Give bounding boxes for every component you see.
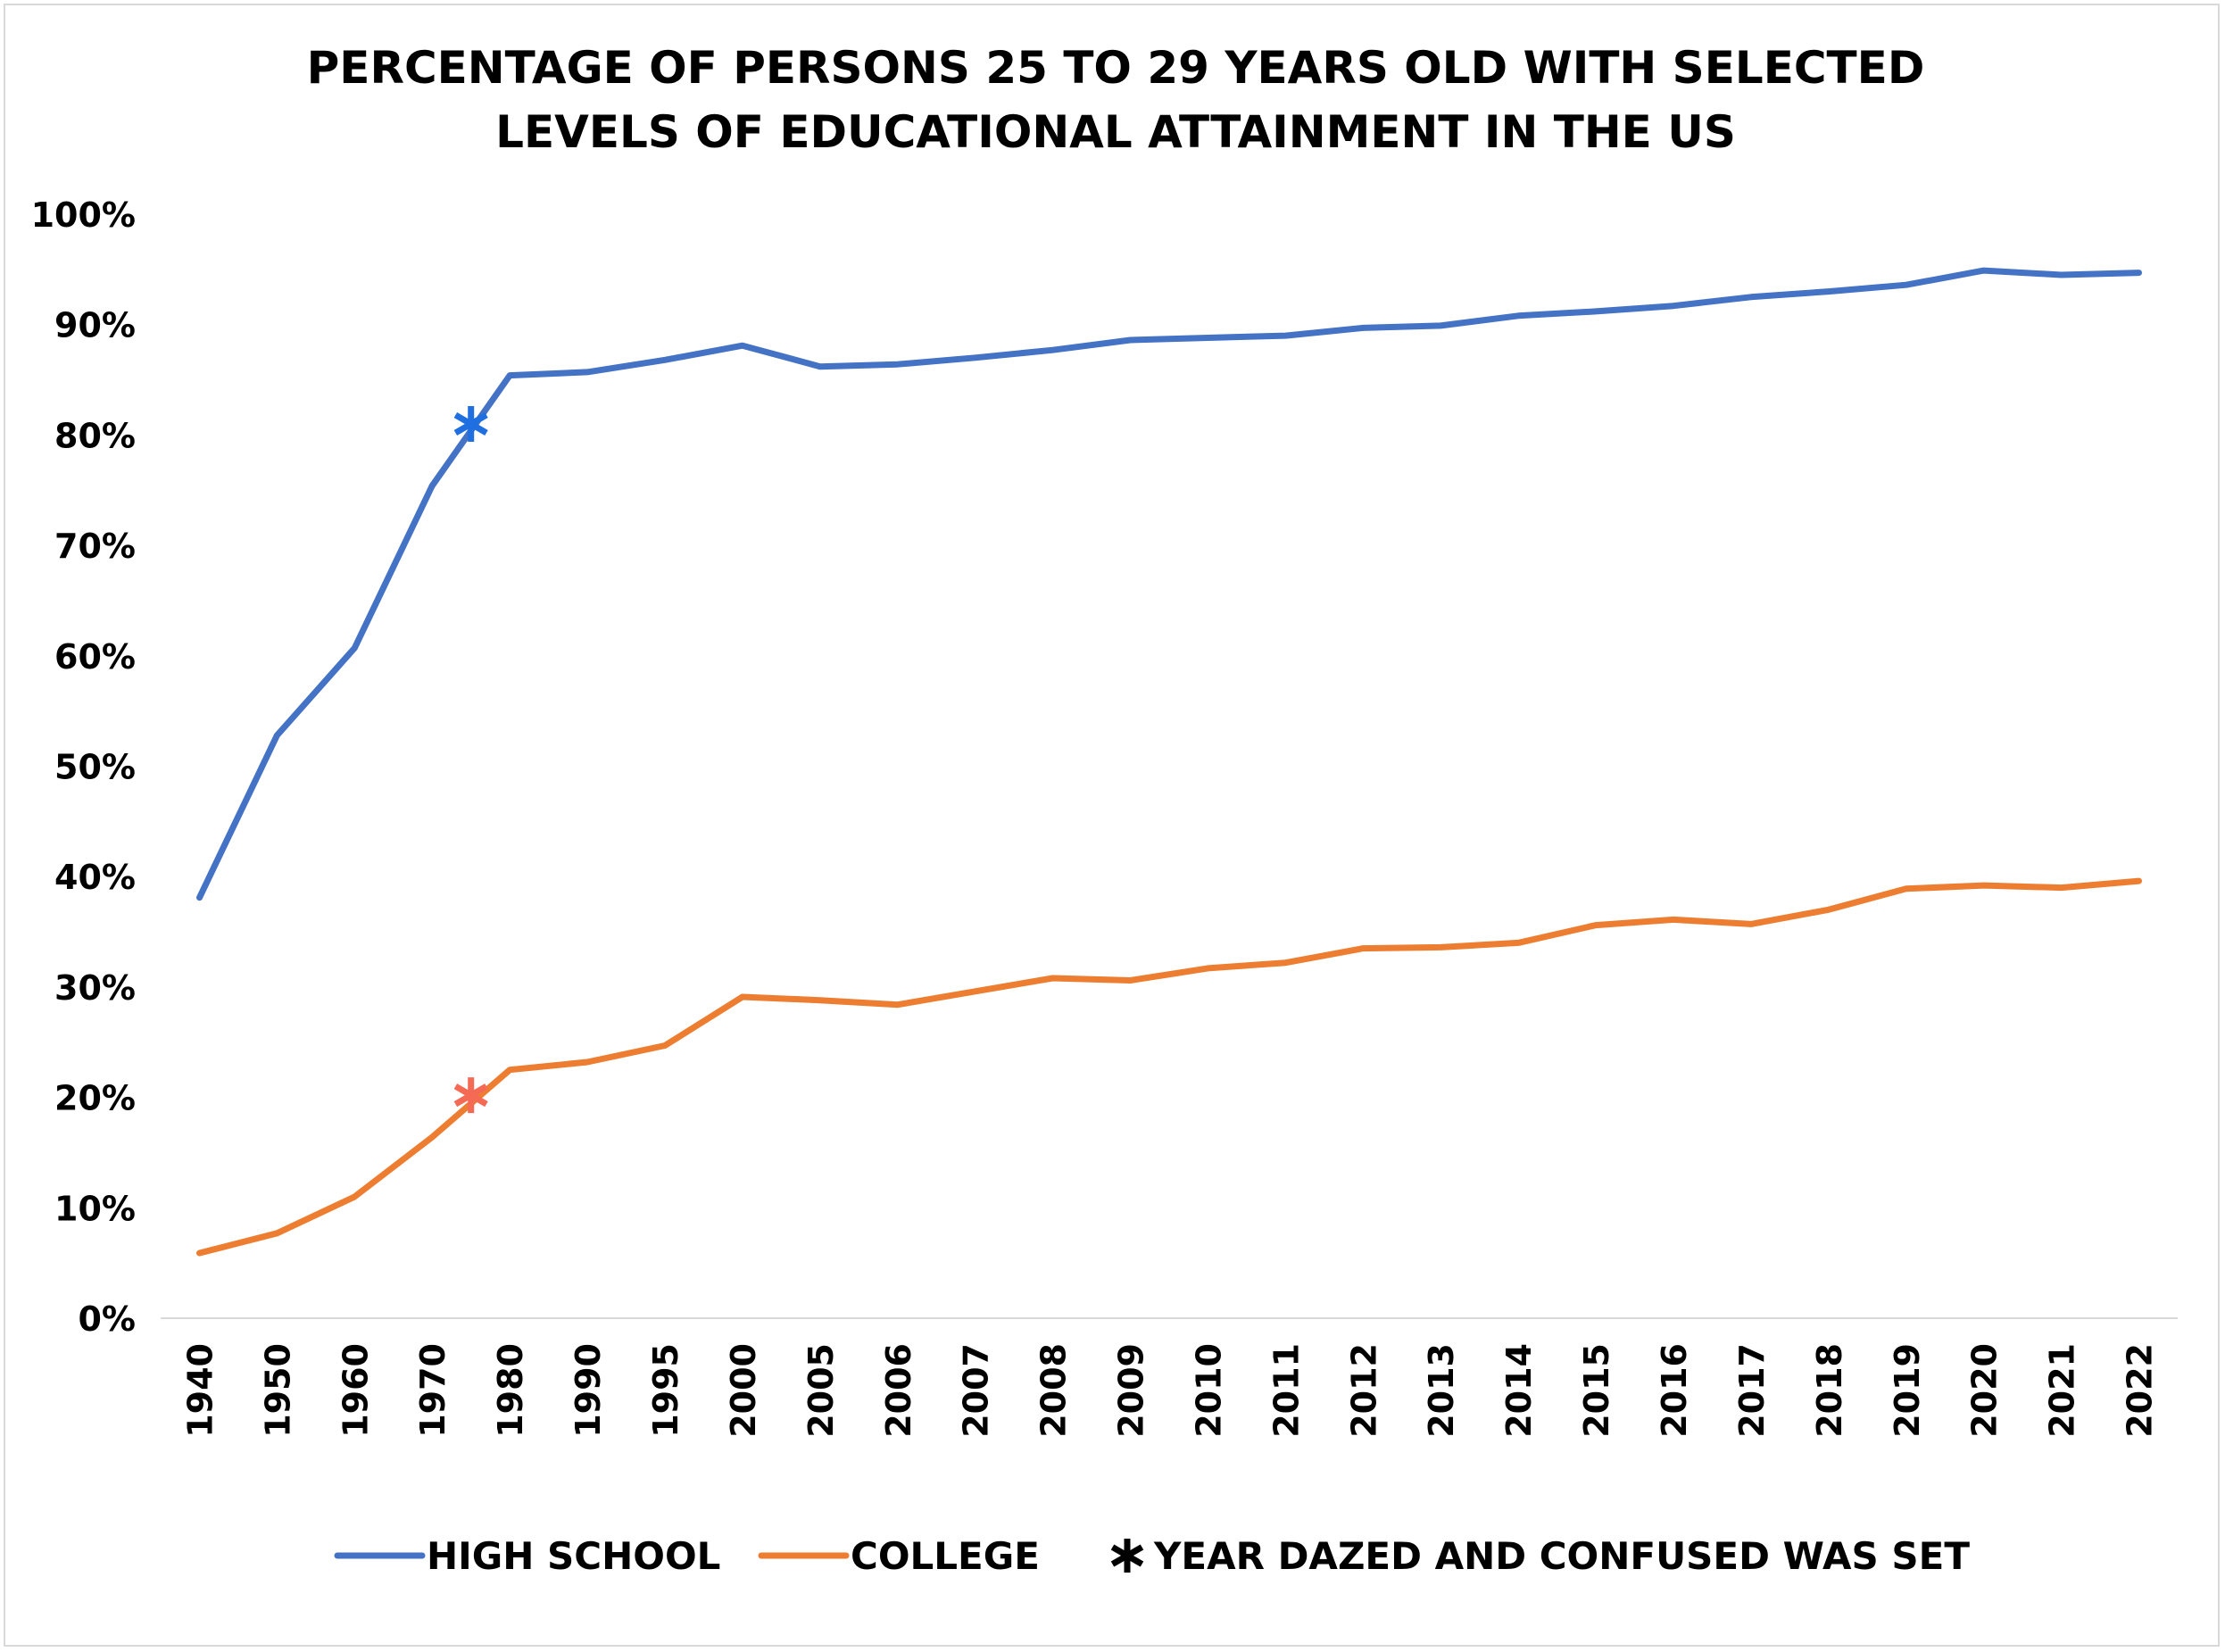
x-tick-label: 2012 (1344, 1343, 1383, 1438)
y-tick-label: 50% (54, 748, 136, 787)
x-tick-label: 2018 (1810, 1343, 1849, 1438)
x-tick-label: 1980 (491, 1343, 530, 1438)
x-tick-label: 2019 (1888, 1343, 1927, 1438)
x-tick-label: 1960 (336, 1343, 375, 1438)
x-tick-label: 2017 (1732, 1343, 1772, 1438)
y-tick-label: 60% (54, 637, 136, 677)
y-axis-ticks: 0% 10% 20% 30% 40% 50% 60% 70% 80% 90% 100% (31, 195, 136, 1339)
chart-title-line-1: PERCENTAGE OF PERSONS 25 TO 29 YEARS OLD… (307, 42, 1925, 94)
series-lines (196, 267, 2142, 1257)
x-tick-label: 1990 (569, 1343, 608, 1438)
y-tick-label: 10% (54, 1189, 136, 1228)
x-tick-label: 1995 (646, 1343, 685, 1438)
x-tick-label: 2005 (801, 1343, 841, 1438)
y-tick-label: 20% (54, 1079, 136, 1118)
x-tick-label: 2021 (2043, 1343, 2082, 1438)
asterisk-icon (1110, 1539, 1144, 1573)
legend: HIGH SCHOOL COLLEGE YEAR DAZED AND CONFUSE… (334, 1534, 1970, 1578)
y-tick-label: 30% (54, 968, 136, 1008)
x-tick-label: 2014 (1499, 1343, 1539, 1438)
y-tick-label: 70% (54, 527, 136, 566)
x-tick-label: 2006 (879, 1343, 918, 1438)
series-line-college (196, 877, 2142, 1257)
x-tick-label: 2020 (1965, 1343, 2005, 1438)
legend-item: YEAR DAZED AND CONFUSED WAS SET (1110, 1534, 1970, 1578)
legend-label: HIGH SCHOOL (427, 1534, 720, 1578)
x-tick-label: 2010 (1189, 1343, 1228, 1438)
asterisk-icon (453, 1077, 488, 1114)
y-tick-label: 80% (54, 416, 136, 455)
series-line-high-school (196, 267, 2142, 901)
x-tick-label: 2009 (1112, 1343, 1151, 1438)
x-tick-label: 2011 (1266, 1343, 1306, 1438)
legend-label: COLLEGE (851, 1534, 1040, 1578)
x-tick-label: 2013 (1422, 1343, 1461, 1438)
asterisk-icon (453, 406, 488, 442)
y-tick-label: 90% (54, 306, 136, 345)
y-tick-label: 40% (54, 858, 136, 897)
chart-title-line-2: LEVELS OF EDUCATIONAL ATTAINMENT IN THE … (495, 106, 1736, 158)
x-tick-label: 1970 (413, 1343, 452, 1438)
x-axis-ticks: 1940 1950 1960 1970 1980 1990 1995 2000 2005 2006… (180, 1343, 2159, 1438)
x-tick-label: 2000 (724, 1343, 763, 1438)
x-tick-label: 2007 (957, 1343, 996, 1438)
chart-frame (4, 4, 2220, 1647)
x-tick-label: 2022 (2121, 1343, 2160, 1438)
x-tick-label: 2015 (1577, 1343, 1616, 1438)
legend-item: COLLEGE (758, 1534, 1040, 1578)
x-tick-label: 2016 (1655, 1343, 1694, 1438)
legend-label: YEAR DAZED AND CONFUSED WAS SET (1153, 1534, 1970, 1578)
x-tick-label: 2008 (1034, 1343, 1074, 1438)
dazed-and-confused-markers (453, 406, 488, 1114)
y-tick-label: 0% (78, 1299, 136, 1339)
x-tick-label: 1940 (180, 1343, 220, 1438)
y-tick-label: 100% (31, 195, 136, 235)
x-tick-label: 1950 (258, 1343, 297, 1438)
legend-item: HIGH SCHOOL (334, 1534, 720, 1578)
